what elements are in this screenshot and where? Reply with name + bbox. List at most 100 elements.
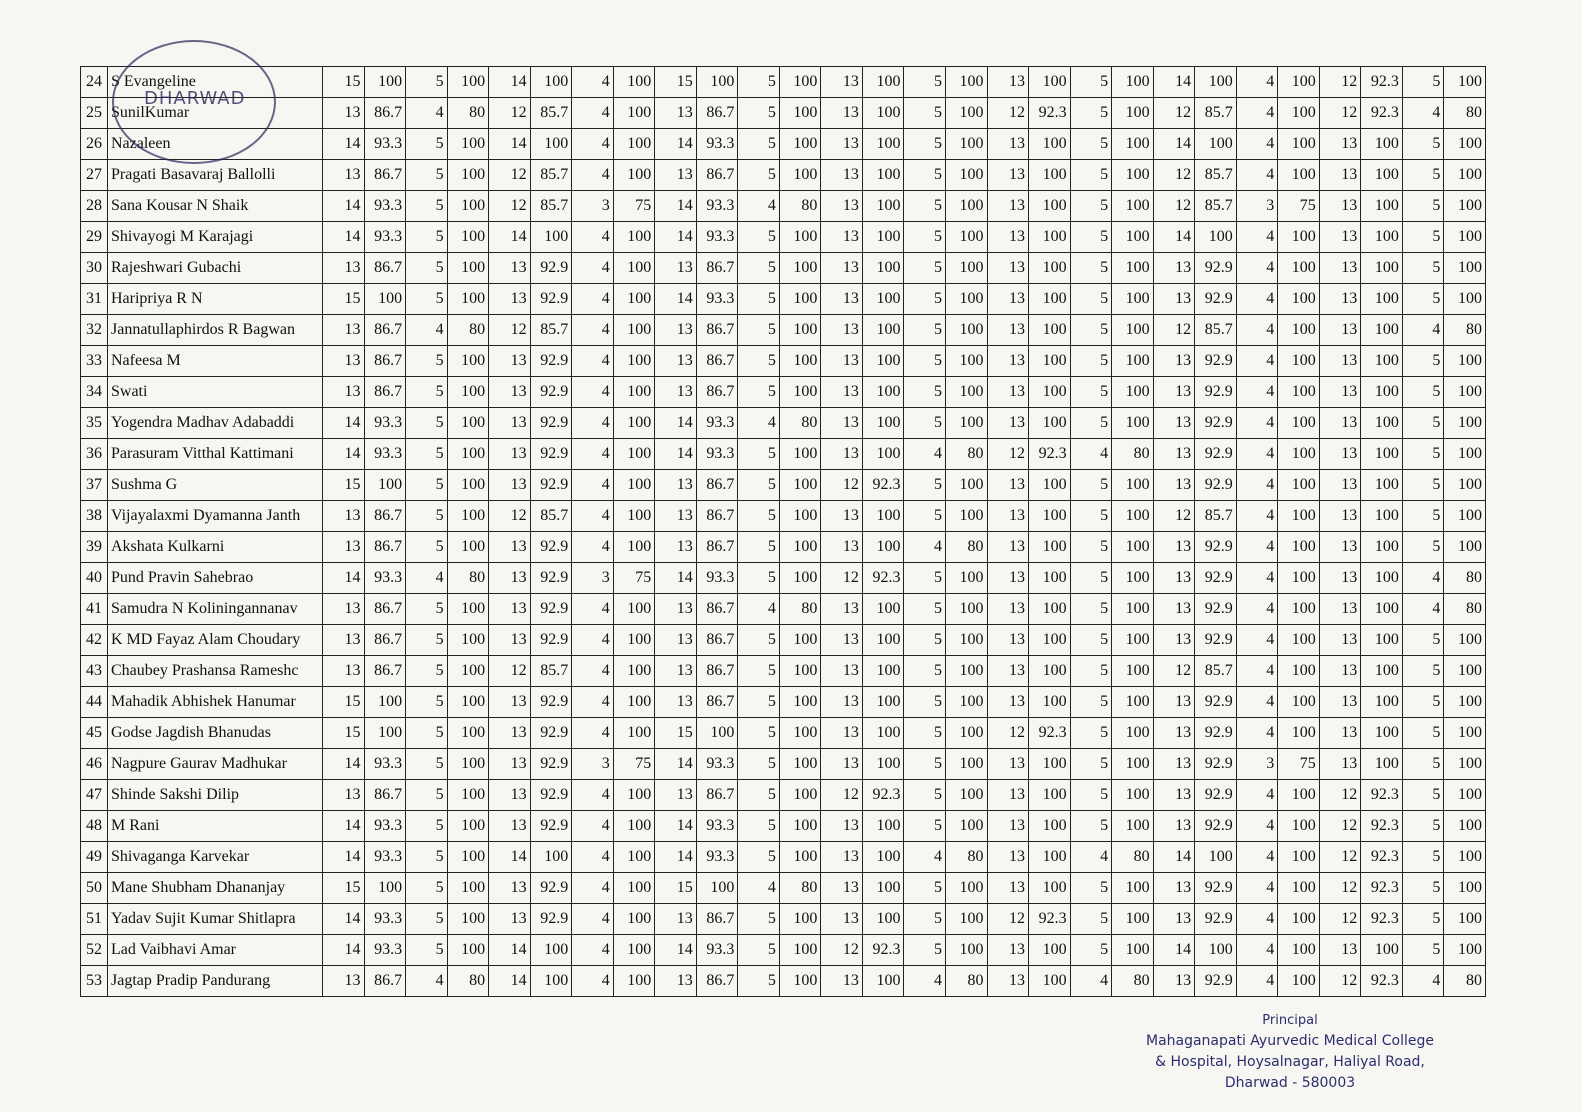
student-row: 24 S Evangeline 15 100 5 100 14 100 4 100 15 100 5 10… [80, 66, 1486, 98]
serial-number: 46 [80, 748, 108, 780]
attendance-percent: 93.3 [695, 221, 739, 253]
attendance-percent: 100 [1277, 252, 1320, 284]
attendance-percent: 92.9 [529, 624, 573, 656]
address-line: & Hospital, Hoysalnagar, Haliyal Road, [1155, 1054, 1425, 1070]
attendance-percent: 85.7 [529, 190, 573, 222]
student-name: Shivaganga Karvekar [107, 841, 323, 873]
attendance-percent: 92.3 [861, 469, 905, 501]
attendance-percent: 93.3 [695, 748, 739, 780]
attendance-count: 12 [488, 190, 531, 222]
attendance-count: 5 [405, 345, 448, 377]
serial-number: 25 [80, 97, 108, 129]
student-row: 38 Vijayalaxmi Dyamanna Janth 13 86.7 5 100 12… [80, 500, 1486, 532]
attendance-percent: 100 [529, 934, 573, 966]
attendance-percent: 100 [861, 655, 905, 687]
attendance-percent: 100 [446, 655, 490, 687]
attendance-percent: 86.7 [695, 252, 739, 284]
attendance-percent: 100 [1194, 128, 1237, 160]
attendance-percent: 100 [1111, 252, 1154, 284]
attendance-percent: 100 [1028, 593, 1071, 625]
attendance-percent: 100 [1028, 345, 1071, 377]
attendance-count: 14 [488, 934, 531, 966]
attendance-percent: 100 [1443, 252, 1486, 284]
attendance-count: 5 [1069, 376, 1113, 408]
attendance-percent: 100 [446, 252, 490, 284]
attendance-count: 14 [322, 748, 365, 780]
attendance-percent: 100 [446, 717, 490, 749]
student-row: 48 M Rani 14 93.3 5 100 13 92.9 4 100 14 93.3 5 100 13… [80, 810, 1486, 842]
attendance-percent: 100 [446, 841, 490, 873]
attendance-percent: 100 [778, 655, 822, 687]
attendance-percent: 92.9 [1194, 252, 1237, 284]
attendance-percent: 93.3 [363, 128, 407, 160]
attendance-percent: 92.3 [861, 934, 905, 966]
attendance-count: 13 [820, 376, 863, 408]
attendance-percent: 92.3 [1028, 97, 1071, 129]
attendance-count: 13 [986, 500, 1030, 532]
attendance-count: 12 [1318, 965, 1362, 997]
attendance-percent: 100 [1277, 872, 1320, 904]
attendance-count: 4 [571, 128, 614, 160]
attendance-percent: 100 [1277, 903, 1320, 935]
attendance-percent: 100 [612, 903, 656, 935]
attendance-count: 13 [1152, 779, 1196, 811]
attendance-percent: 86.7 [363, 531, 407, 563]
attendance-count: 13 [986, 221, 1030, 253]
attendance-percent: 100 [1277, 965, 1320, 997]
attendance-count: 4 [1235, 376, 1279, 408]
serial-number: 29 [80, 221, 108, 253]
student-row: 41 Samudra N Koliningannanav 13 86.7 5 100 13 9… [80, 593, 1486, 625]
attendance-percent: 100 [1277, 283, 1320, 315]
attendance-count: 13 [1152, 748, 1196, 780]
attendance-count: 13 [1152, 283, 1196, 315]
attendance-count: 5 [1069, 531, 1113, 563]
attendance-percent: 86.7 [363, 593, 407, 625]
attendance-percent: 92.9 [1194, 872, 1237, 904]
attendance-count: 4 [737, 593, 780, 625]
attendance-count: 4 [1235, 934, 1279, 966]
attendance-count: 4 [1235, 221, 1279, 253]
attendance-percent: 92.9 [529, 562, 573, 594]
attendance-count: 5 [737, 934, 780, 966]
attendance-percent: 80 [778, 407, 822, 439]
attendance-count: 5 [903, 903, 946, 935]
attendance-count: 14 [654, 438, 697, 470]
attendance-count: 13 [1318, 128, 1362, 160]
attendance-count: 13 [488, 345, 531, 377]
attendance-count: 13 [820, 531, 863, 563]
attendance-percent: 100 [1360, 686, 1403, 718]
attendance-count: 13 [322, 159, 365, 191]
attendance-count: 13 [820, 903, 863, 935]
attendance-count: 5 [903, 562, 946, 594]
attendance-count: 14 [322, 190, 365, 222]
attendance-count: 13 [1318, 531, 1362, 563]
student-name: Sushma G [107, 469, 323, 501]
attendance-count: 13 [986, 407, 1030, 439]
attendance-percent: 80 [446, 97, 490, 129]
attendance-count: 4 [571, 283, 614, 315]
attendance-count: 13 [1152, 624, 1196, 656]
attendance-percent: 100 [612, 593, 656, 625]
attendance-count: 5 [737, 655, 780, 687]
attendance-percent: 100 [1443, 872, 1486, 904]
attendance-count: 5 [903, 314, 946, 346]
attendance-percent: 86.7 [363, 159, 407, 191]
student-name: Mahadik Abhishek Hanumar [107, 686, 323, 718]
attendance-percent: 100 [1277, 221, 1320, 253]
attendance-count: 4 [1235, 345, 1279, 377]
attendance-count: 5 [1401, 407, 1445, 439]
attendance-count: 5 [903, 128, 946, 160]
attendance-percent: 100 [1360, 221, 1403, 253]
attendance-count: 5 [1069, 407, 1113, 439]
marks-table: 24 S Evangeline 15 100 5 100 14 100 4 100 15 100 5 10… [80, 66, 1486, 997]
attendance-count: 12 [986, 97, 1030, 129]
attendance-count: 5 [405, 469, 448, 501]
student-row: 28 Sana Kousar N Shaik 14 93.3 5 100 12 85.7 3 75… [80, 190, 1486, 222]
attendance-percent: 100 [778, 965, 822, 997]
attendance-percent: 86.7 [695, 903, 739, 935]
attendance-percent: 100 [612, 252, 656, 284]
attendance-percent: 85.7 [1194, 159, 1237, 191]
attendance-count: 12 [1318, 872, 1362, 904]
attendance-count: 5 [737, 903, 780, 935]
attendance-count: 15 [654, 66, 697, 98]
